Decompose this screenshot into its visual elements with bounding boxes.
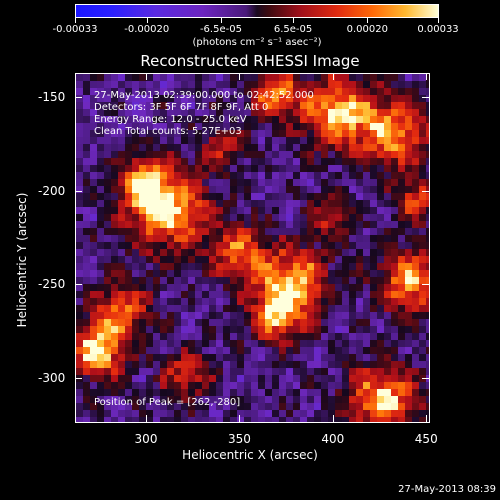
colorbar-tick-label: -0.00033 xyxy=(52,24,98,35)
x-tick-label: 400 xyxy=(321,432,345,446)
y-tick-label: -300 xyxy=(38,371,66,386)
x-tick-label: 350 xyxy=(227,432,251,446)
colorbar-tick xyxy=(75,18,76,23)
x-tick-label: 450 xyxy=(414,432,438,446)
y-axis-title: Heliocentric Y (arcsec) xyxy=(15,192,29,328)
colorbar-tick-label: -6.5e-05 xyxy=(199,24,242,35)
flux-map xyxy=(76,74,429,422)
info-detectors: Detectors: 3F 5F 6F 7F 8F 9F, Att 0 xyxy=(94,102,269,113)
colorbar-units: (photons cm⁻² s⁻¹ asec⁻²) xyxy=(192,37,322,48)
colorbar-tick xyxy=(220,18,222,23)
colorbar-tick-label: -0.00020 xyxy=(124,24,170,35)
colorbar-tick xyxy=(146,18,148,23)
y-tick xyxy=(75,284,82,286)
y-tick xyxy=(75,97,82,99)
y-tick xyxy=(422,378,429,380)
y-tick xyxy=(422,284,429,286)
x-tick xyxy=(426,73,428,80)
info-energy-range: Energy Range: 12.0 - 25.0 keV xyxy=(94,114,247,125)
x-tick xyxy=(332,415,334,422)
colorbar xyxy=(75,4,439,18)
colorbar-tick xyxy=(293,18,295,23)
timestamp: 27-May-2013 08:39 xyxy=(398,484,496,495)
y-tick xyxy=(75,190,82,192)
y-tick xyxy=(422,190,429,192)
peak-position-text: Position of Peak = [262,-280] xyxy=(94,397,241,408)
colorbar-tick xyxy=(367,18,369,23)
info-time-range: 27-May-2013 02:39:00.000 to 02:42:52.000 xyxy=(94,90,314,101)
x-tick xyxy=(426,415,428,422)
rhessi-image xyxy=(75,73,430,423)
x-tick xyxy=(146,73,147,80)
colorbar-tick xyxy=(438,18,439,23)
y-tick xyxy=(422,97,429,99)
x-tick xyxy=(332,73,334,80)
y-tick-label: -200 xyxy=(38,183,66,198)
y-tick-label: -250 xyxy=(38,277,66,292)
colorbar-tick-label: 0.00020 xyxy=(346,24,388,35)
colorbar-tick-label: 6.5e-05 xyxy=(273,24,313,35)
y-tick-label: -150 xyxy=(38,90,66,105)
image-title: Reconstructed RHESSI Image xyxy=(140,52,360,70)
y-tick xyxy=(75,378,82,380)
x-tick xyxy=(239,415,241,422)
colorbar-tick-label: 0.00033 xyxy=(417,24,459,35)
x-tick xyxy=(239,73,241,80)
x-tick xyxy=(146,415,147,422)
info-clean-counts: Clean Total counts: 5.27E+03 xyxy=(94,126,242,137)
x-tick-label: 300 xyxy=(134,432,158,446)
x-axis-title: Heliocentric X (arcsec) xyxy=(182,448,318,462)
